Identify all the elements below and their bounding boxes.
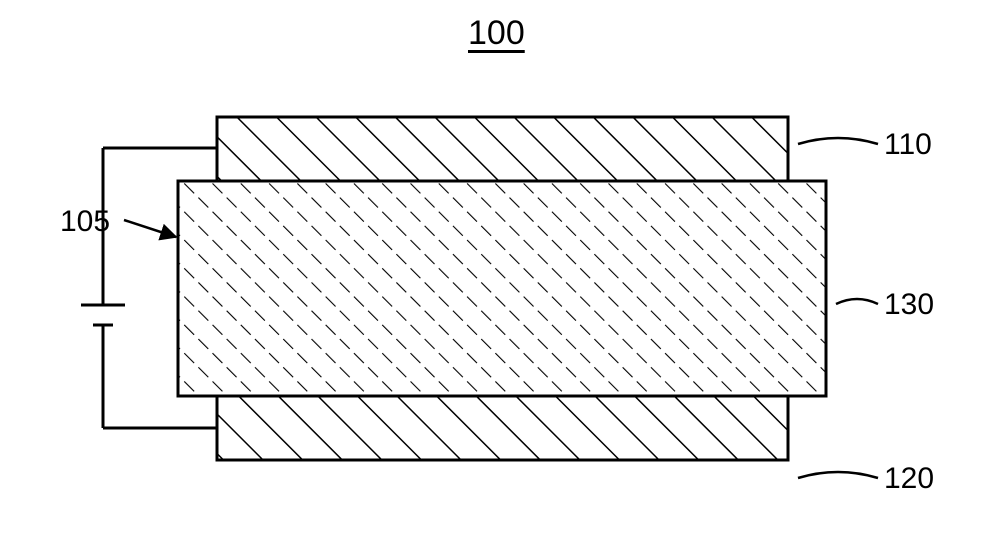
- leader-1: [798, 138, 878, 144]
- leader-3: [798, 472, 878, 478]
- diagram-canvas: 100 105 110 130 120: [0, 0, 1000, 549]
- leader-0: [124, 220, 176, 237]
- label-110: 110: [884, 128, 932, 162]
- diagram-svg: [0, 0, 1000, 549]
- layer-middle: [178, 181, 826, 396]
- label-120: 120: [884, 462, 934, 496]
- layer-top: [217, 117, 788, 181]
- label-130: 130: [884, 288, 934, 322]
- layer-bottom: [217, 396, 788, 460]
- figure-title: 100: [468, 14, 525, 53]
- label-105: 105: [60, 205, 110, 239]
- leader-2: [836, 299, 878, 304]
